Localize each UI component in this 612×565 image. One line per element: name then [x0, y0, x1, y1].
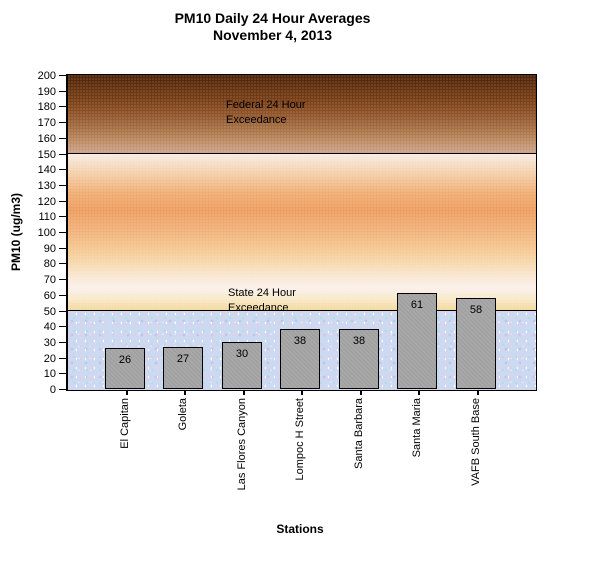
y-tick: [59, 216, 66, 217]
y-tick: [59, 248, 66, 249]
y-tick: [59, 232, 66, 233]
y-tick-label: 10: [43, 368, 56, 380]
y-tick: [59, 311, 66, 312]
x-axis-title: Stations: [276, 522, 324, 536]
bar: 27: [163, 347, 203, 389]
x-tick-label: VAFB South Base: [470, 398, 482, 486]
bar: 61: [397, 293, 437, 389]
y-tick-label: 30: [43, 337, 56, 349]
y-tick-label: 170: [37, 117, 56, 129]
y-tick: [59, 201, 66, 202]
plot-area: Federal 24 Hour Exceedance State 24 Hour…: [66, 74, 537, 391]
x-tick: [184, 391, 186, 395]
y-tick: [59, 185, 66, 186]
y-tick-label: 50: [43, 306, 56, 318]
bar: 30: [222, 342, 262, 389]
y-tick-label: 150: [37, 149, 56, 161]
zone-federal-label: Federal 24 Hour Exceedance: [226, 99, 306, 126]
bar-value-label: 26: [118, 354, 132, 366]
x-tick-label: Santa Maria: [411, 398, 423, 458]
y-tick: [59, 326, 66, 327]
y-tick-label: 120: [37, 196, 56, 208]
y-tick: [59, 342, 66, 343]
y-tick: [59, 263, 66, 264]
y-tick-label: 180: [37, 101, 56, 113]
bar-value-label: 30: [235, 348, 249, 360]
y-tick: [59, 122, 66, 123]
y-tick-label: 40: [43, 321, 56, 333]
y-tick: [59, 91, 66, 92]
x-tick-label: Lompoc H Street: [294, 398, 306, 481]
bar-value-label: 61: [410, 299, 424, 311]
y-tick-label: 0: [49, 384, 56, 396]
y-tick: [59, 75, 66, 76]
x-tick: [418, 391, 420, 395]
chart-subtitle: November 4, 2013: [212, 27, 333, 43]
y-tick-label: 160: [37, 133, 56, 145]
x-tick: [360, 391, 362, 395]
y-tick: [59, 279, 66, 280]
y-tick: [59, 295, 66, 296]
y-tick: [59, 373, 66, 374]
y-tick: [59, 358, 66, 359]
bar: 26: [105, 348, 145, 389]
y-axis-title: PM10 (ug/m3): [9, 192, 23, 271]
zone-state-exceedance: State 24 Hour Exceedance: [68, 154, 536, 314]
y-tick-label: 70: [43, 274, 56, 286]
y-tick-label: 130: [37, 180, 56, 192]
x-tick: [243, 391, 245, 395]
y-tick-label: 200: [37, 70, 56, 82]
x-tick: [301, 391, 303, 395]
bar: 38: [339, 329, 379, 389]
x-tick: [477, 391, 479, 395]
y-tick: [59, 169, 66, 170]
dither-texture: [68, 154, 536, 310]
x-tick-label: El Capitan: [119, 398, 131, 449]
y-tick-label: 90: [43, 243, 56, 255]
y-tick-label: 190: [37, 86, 56, 98]
x-tick: [126, 391, 128, 395]
y-tick-label: 140: [37, 164, 56, 176]
y-tick-label: 80: [43, 258, 56, 270]
dither-texture: [68, 75, 536, 153]
bar-value-label: 38: [352, 335, 366, 347]
bar: 58: [456, 298, 496, 389]
bar: 38: [280, 329, 320, 389]
x-tick-label: Las Flores Canyon: [236, 398, 248, 491]
y-tick-label: 20: [43, 353, 56, 365]
chart-title: PM10 Daily 24 Hour Averages: [174, 10, 371, 26]
y-tick: [59, 154, 66, 155]
y-tick: [59, 106, 66, 107]
bar-value-label: 58: [469, 304, 483, 316]
y-tick-label: 100: [37, 227, 56, 239]
x-tick-label: Santa Barbara: [353, 398, 365, 469]
bar-value-label: 27: [176, 353, 190, 365]
y-tick-label: 110: [38, 211, 56, 223]
zone-federal-exceedance: Federal 24 Hour Exceedance: [68, 75, 536, 154]
y-tick: [59, 138, 66, 139]
x-tick-label: Goleta: [177, 398, 189, 431]
y-tick: [59, 389, 66, 390]
bar-value-label: 38: [293, 335, 307, 347]
chart-header: PM10 Daily 24 Hour Averages November 4, …: [0, 10, 545, 44]
y-tick-label: 60: [43, 290, 56, 302]
